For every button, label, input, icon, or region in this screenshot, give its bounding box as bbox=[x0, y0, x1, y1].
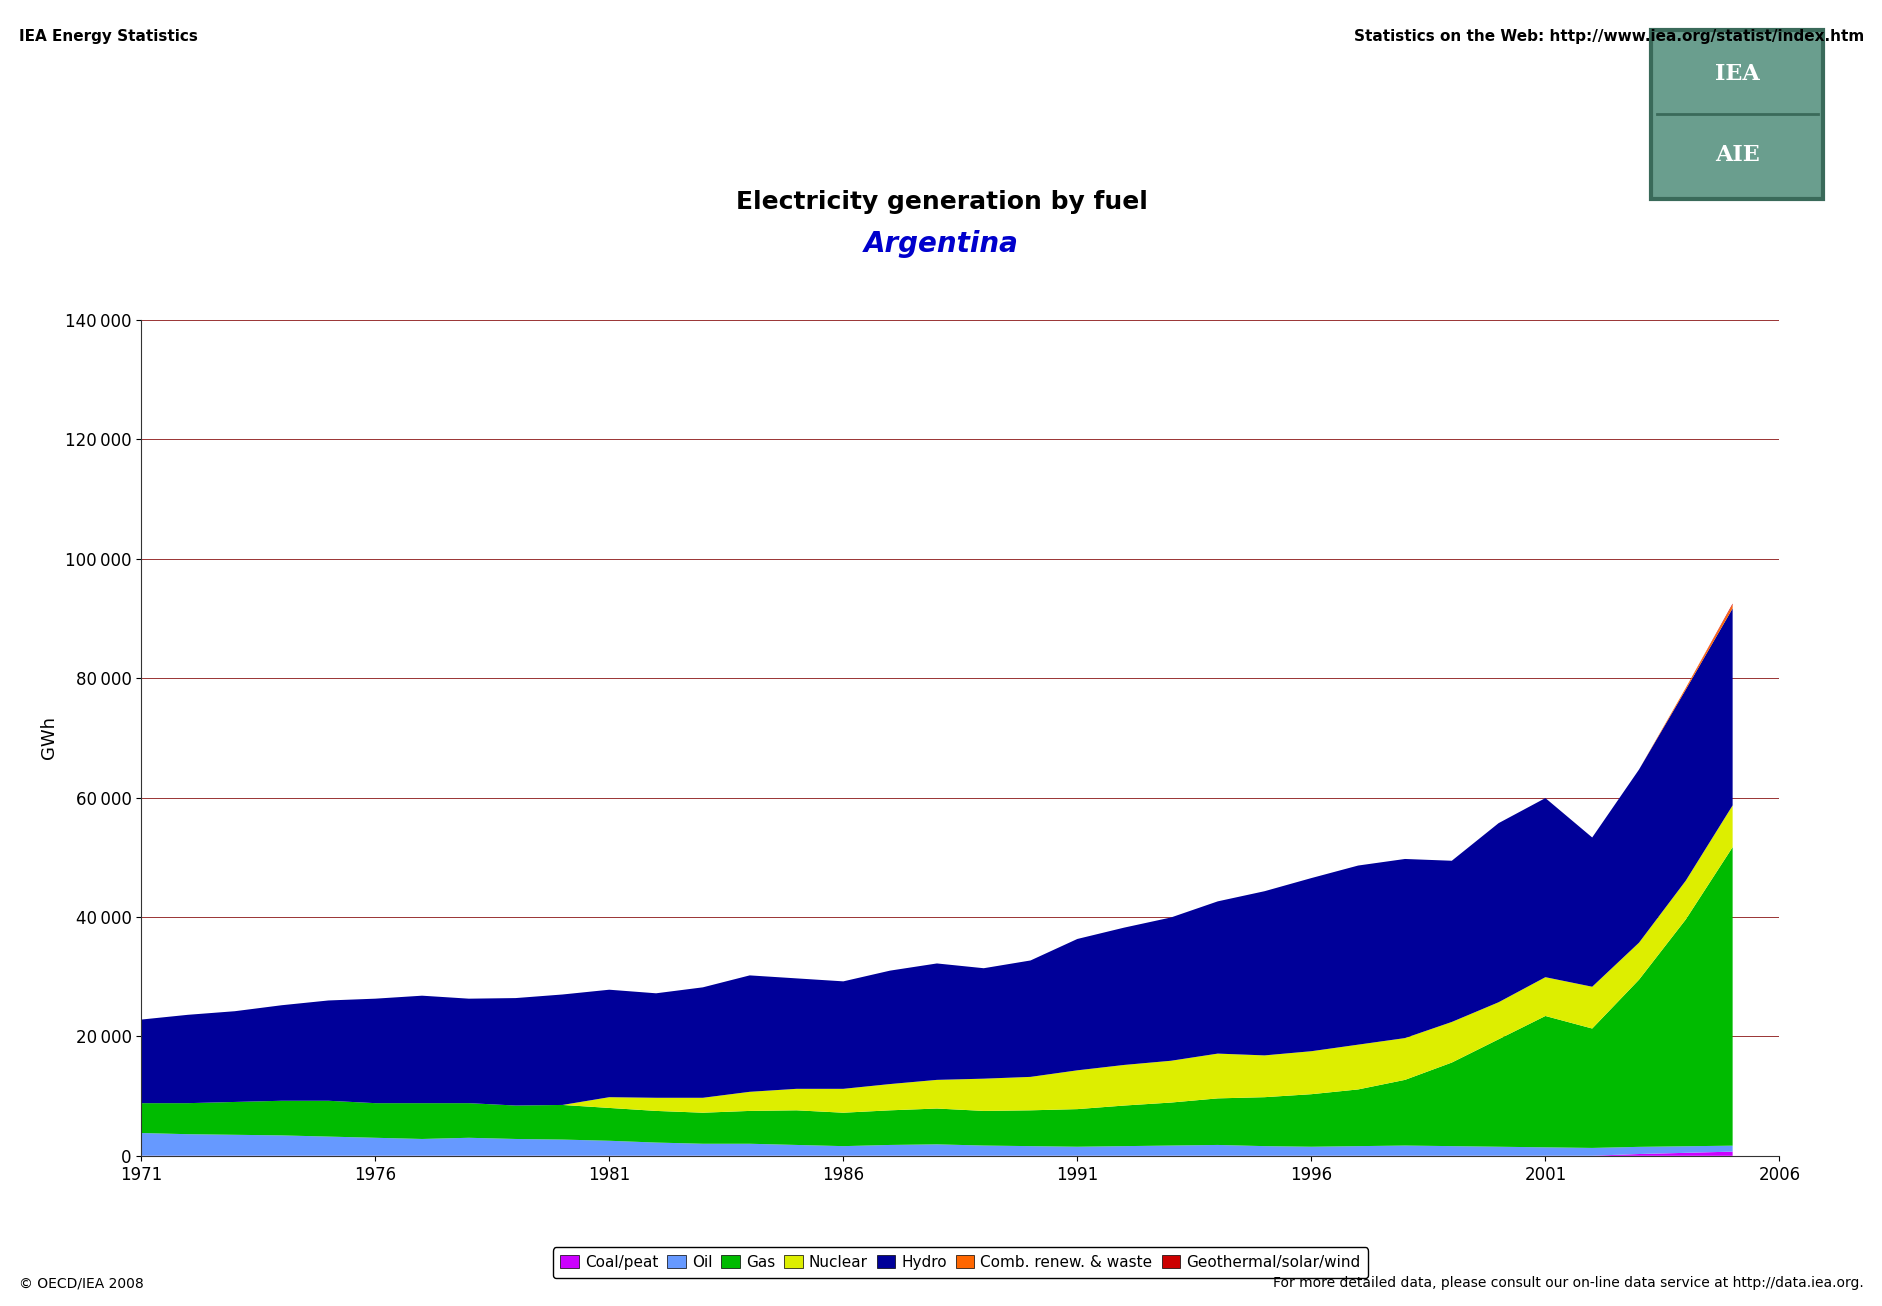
Text: Electricity generation by fuel: Electricity generation by fuel bbox=[736, 191, 1146, 214]
Y-axis label: GWh: GWh bbox=[40, 717, 58, 759]
Text: AIE: AIE bbox=[1715, 144, 1758, 166]
Legend: Coal/peat, Oil, Gas, Nuclear, Hydro, Comb. renew. & waste, Geothermal/solar/wind: Coal/peat, Oil, Gas, Nuclear, Hydro, Com… bbox=[551, 1247, 1368, 1277]
Text: For more detailed data, please consult our on-line data service at http://data.i: For more detailed data, please consult o… bbox=[1272, 1276, 1863, 1290]
Text: Statistics on the Web: http://www.iea.org/statist/index.htm: Statistics on the Web: http://www.iea.or… bbox=[1353, 29, 1863, 43]
Text: IEA Energy Statistics: IEA Energy Statistics bbox=[19, 29, 198, 43]
Text: Argentina: Argentina bbox=[864, 230, 1018, 259]
FancyBboxPatch shape bbox=[1651, 30, 1822, 199]
Text: IEA: IEA bbox=[1715, 63, 1758, 85]
Text: © OECD/IEA 2008: © OECD/IEA 2008 bbox=[19, 1276, 143, 1290]
